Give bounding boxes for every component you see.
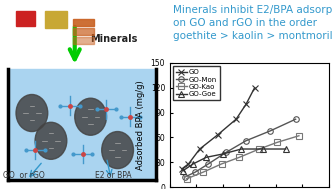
- GO-Kao: [297, 135, 301, 137]
- Y-axis label: Adsorbed BPA (mg/g): Adsorbed BPA (mg/g): [136, 80, 145, 170]
- Circle shape: [16, 94, 48, 132]
- Text: Minerals inhibit E2/BPA adsorption
on GO and rGO in the order
goethite > kaolin : Minerals inhibit E2/BPA adsorption on GO…: [173, 5, 332, 41]
- GO-Goe: [205, 156, 208, 158]
- GO-Kao: [219, 163, 223, 165]
- GO: [180, 168, 184, 170]
- Bar: [73, 28, 94, 35]
- Bar: [73, 37, 94, 44]
- GO: [244, 103, 248, 105]
- Circle shape: [35, 122, 67, 159]
- GO-Mon: [269, 130, 273, 132]
- GO-Mon: [206, 163, 210, 165]
- Circle shape: [102, 132, 133, 169]
- GO-Kao: [257, 148, 261, 150]
- Bar: [44, 11, 67, 28]
- Line: GO-Goe: GO-Goe: [180, 146, 289, 173]
- GO-Mon: [224, 151, 228, 153]
- GO-Goe: [181, 169, 185, 172]
- Line: GO-Mon: GO-Mon: [182, 116, 298, 180]
- Circle shape: [75, 98, 107, 135]
- GO-Mon: [293, 118, 297, 120]
- Polygon shape: [8, 69, 156, 180]
- GO-Kao: [201, 171, 205, 173]
- Line: GO-Kao: GO-Kao: [184, 133, 302, 182]
- Bar: [16, 11, 35, 26]
- GO: [253, 87, 257, 89]
- GO-Goe: [261, 148, 265, 150]
- Text: GO  or rGO: GO or rGO: [3, 171, 45, 180]
- GO-Kao: [275, 141, 279, 143]
- GO-Mon: [193, 171, 197, 173]
- GO-Goe: [221, 153, 225, 155]
- GO-Goe: [191, 163, 195, 165]
- GO: [187, 163, 191, 165]
- GO: [198, 148, 202, 150]
- Bar: [73, 19, 94, 26]
- GO-Mon: [183, 176, 187, 178]
- Text: E2 or BPA: E2 or BPA: [95, 171, 132, 180]
- GO-Kao: [237, 156, 241, 158]
- GO-Kao: [185, 178, 189, 180]
- Legend: GO, GO-Mon, GO-Kao, GO-Goe: GO, GO-Mon, GO-Kao, GO-Goe: [173, 66, 220, 100]
- GO-Goe: [284, 148, 288, 150]
- GO-Mon: [244, 140, 248, 142]
- GO: [215, 134, 219, 136]
- GO-Goe: [239, 148, 243, 150]
- Line: GO: GO: [179, 85, 257, 172]
- GO: [234, 118, 238, 120]
- Text: Minerals: Minerals: [91, 34, 138, 44]
